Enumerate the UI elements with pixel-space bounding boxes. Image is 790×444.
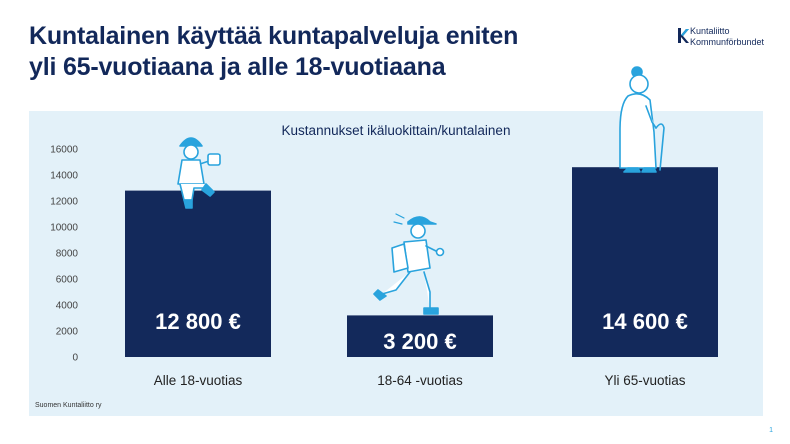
figures	[177, 66, 665, 315]
source-note: Suomen Kuntaliitto ry	[35, 402, 102, 409]
y-tick-label: 16000	[50, 145, 78, 156]
kuntaliitto-logo: Kuntaliitto Kommunförbundet	[676, 26, 776, 56]
page-number: 1	[769, 427, 773, 434]
y-tick-label: 10000	[50, 223, 78, 234]
x-tick-label: 18-64 -vuotias	[377, 373, 463, 388]
bar-value-label: 3 200 €	[383, 329, 456, 354]
y-tick-label: 2000	[56, 327, 79, 338]
y-tick-label: 12000	[50, 197, 78, 208]
kuntaliitto-logo-icon	[678, 28, 689, 43]
y-tick-label: 0	[72, 353, 78, 364]
bar-value-label: 12 800 €	[155, 309, 241, 334]
x-tick-label: Alle 18-vuotias	[154, 373, 243, 388]
y-tick-label: 6000	[56, 275, 79, 286]
logo-text: Kuntaliitto Kommunförbundet	[690, 26, 764, 48]
x-axis: Alle 18-vuotias 18-64 -vuotias Yli 65-vuot…	[154, 373, 686, 388]
x-tick-label: Yli 65-vuotias	[604, 373, 685, 388]
value-labels: 12 800 € 3 200 € 14 600 €	[155, 309, 688, 354]
bar	[347, 315, 493, 357]
runner-figure-icon	[373, 213, 445, 315]
logo-line-2: Kommunförbundet	[690, 37, 765, 47]
title-line-1: Kuntalainen käyttää kuntapalveluja enite…	[29, 22, 519, 50]
y-tick-label: 14000	[50, 171, 78, 182]
y-tick-label: 8000	[56, 249, 79, 260]
y-axis: 0 2000 4000 6000 8000 10000 12000 14000 16000	[50, 145, 78, 364]
chart-title: Kustannukset ikäluokittain/kuntalainen	[282, 123, 511, 138]
child-figure-icon	[177, 137, 221, 209]
page-title: Kuntalainen käyttää kuntapalveluja enite…	[29, 21, 589, 83]
bars	[125, 167, 718, 357]
logo-line-1: Kuntaliitto	[690, 26, 730, 36]
bar-value-label: 14 600 €	[602, 309, 688, 334]
bar	[125, 190, 271, 357]
elderly-figure-icon	[619, 66, 665, 173]
y-tick-label: 4000	[56, 301, 79, 312]
title-line-2: yli 65-vuotiaana ja alle 18-vuotiaana	[29, 53, 446, 81]
bar	[572, 167, 718, 357]
